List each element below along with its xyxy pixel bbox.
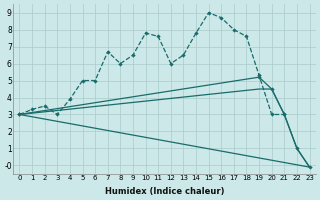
X-axis label: Humidex (Indice chaleur): Humidex (Indice chaleur)	[105, 187, 224, 196]
